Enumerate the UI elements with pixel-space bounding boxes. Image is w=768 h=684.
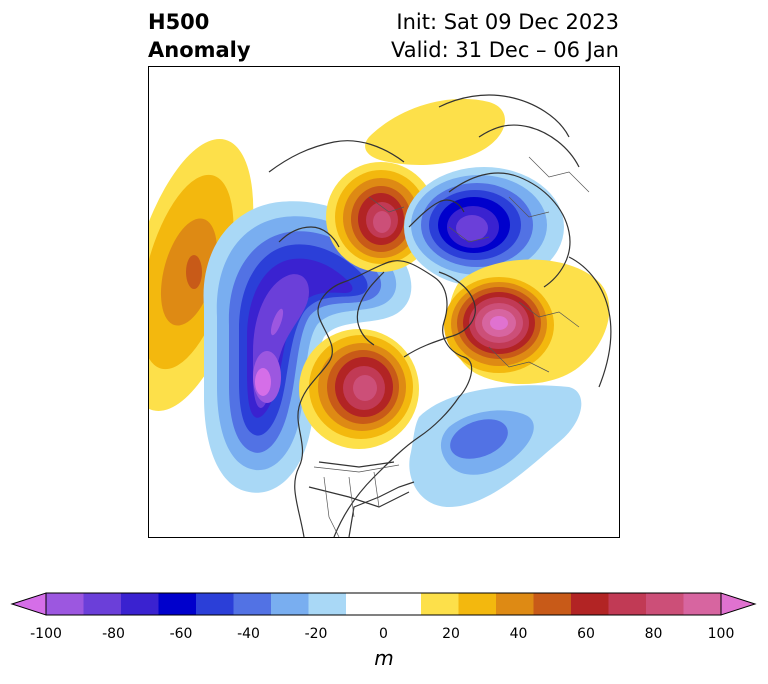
colorbar-cell bbox=[571, 593, 609, 615]
title-product: Anomaly bbox=[148, 38, 251, 62]
colorbar-cell bbox=[46, 593, 84, 615]
colorbar-cell bbox=[458, 593, 497, 615]
colorbar-tick-label: 40 bbox=[509, 626, 528, 642]
colorbar-tick-label: -100 bbox=[30, 626, 62, 642]
colorbar-cell bbox=[196, 593, 234, 615]
colorbar-min-extension bbox=[10, 592, 47, 616]
colorbar-cell bbox=[683, 593, 722, 615]
anomaly-arctic-ridge bbox=[326, 162, 436, 272]
colorbar-tick-label: -40 bbox=[237, 626, 260, 642]
colorbar-tick-label: -60 bbox=[169, 626, 193, 642]
colorbar-cell bbox=[271, 593, 309, 615]
chart-title-right: Init: Sat 09 Dec 2023 Valid: 31 Dec – 06… bbox=[391, 8, 619, 64]
anomaly-atlantic-trough bbox=[409, 385, 582, 507]
colorbar-cell bbox=[121, 593, 159, 615]
political-borders bbox=[313, 156, 590, 537]
colorbar-cell bbox=[421, 593, 459, 615]
colorbar-cell bbox=[608, 593, 647, 615]
colorbar-cell bbox=[83, 593, 122, 615]
coastlines bbox=[268, 94, 612, 537]
chart-title-left: H500 Anomaly bbox=[148, 8, 251, 64]
valid-period: Valid: 31 Dec – 06 Jan bbox=[390, 38, 619, 62]
colorbar-cell bbox=[158, 593, 197, 615]
colorbar-cell bbox=[346, 593, 384, 615]
colorbar-cell bbox=[233, 593, 272, 615]
title-variable: H500 bbox=[148, 10, 210, 34]
anomaly-map bbox=[149, 94, 612, 537]
colorbar-cell bbox=[646, 593, 684, 615]
colorbar-tick-label: 60 bbox=[577, 626, 595, 642]
colorbar-max-extension bbox=[720, 592, 757, 616]
colorbar-tick-label: 20 bbox=[442, 626, 460, 642]
colorbar-tick-label: 0 bbox=[379, 626, 388, 642]
colorbar bbox=[10, 592, 757, 616]
colorbar-outline bbox=[45, 592, 722, 616]
colorbar-cell bbox=[496, 593, 534, 615]
colorbar-tick-label: 100 bbox=[707, 626, 735, 642]
colorbar-cell bbox=[383, 593, 422, 615]
colorbar-unit: m bbox=[374, 646, 394, 670]
colorbar-tick-label: -20 bbox=[304, 626, 328, 642]
colorbar-cell bbox=[533, 593, 572, 615]
map-panel bbox=[148, 66, 620, 538]
anomaly-europe-ridge bbox=[444, 259, 610, 385]
colorbar-tick-label: 80 bbox=[644, 626, 663, 642]
colorbar-cells bbox=[46, 593, 722, 615]
anomaly-siberian-trough bbox=[404, 167, 564, 287]
colorbar-cell bbox=[308, 593, 347, 615]
anomaly-central-canada-ridge bbox=[299, 329, 419, 449]
anomaly-northern-ridge bbox=[365, 98, 506, 165]
init-time: Init: Sat 09 Dec 2023 bbox=[396, 10, 619, 34]
colorbar-tick-label: -80 bbox=[102, 626, 125, 642]
